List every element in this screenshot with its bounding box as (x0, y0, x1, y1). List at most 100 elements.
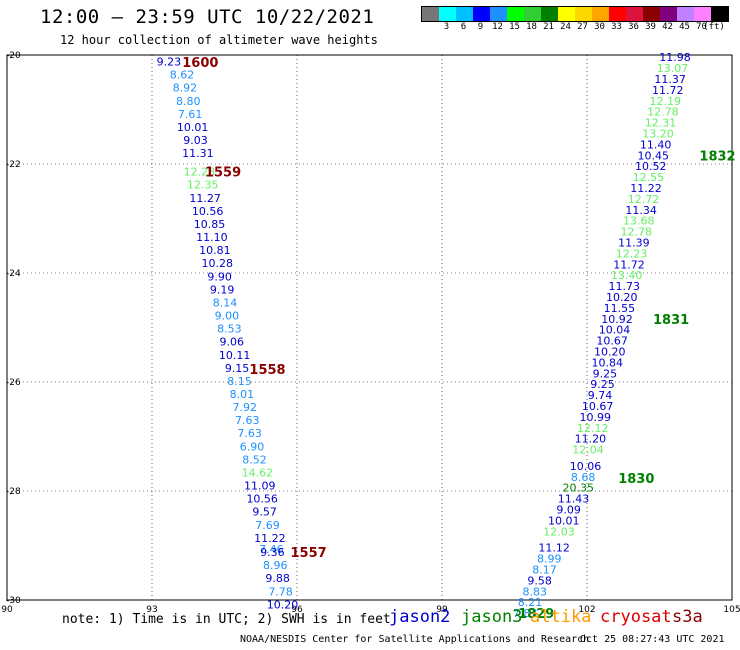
wave-height-value: 8.83 (523, 585, 548, 598)
wave-height-value: 10.01 (548, 514, 580, 527)
wave-height-value: 10.56 (192, 205, 224, 218)
wave-height-value: 11.09 (244, 480, 276, 493)
wave-height-value: 9.88 (265, 572, 290, 585)
wave-height-value: 10.56 (246, 493, 278, 506)
wave-height-value: 9.25 (590, 378, 615, 391)
wave-height-value: 8.52 (242, 453, 267, 466)
color-legend (421, 6, 729, 22)
legend-label: 30 (594, 22, 605, 32)
wave-height-value: 10.01 (177, 121, 209, 134)
wave-height-value: 8.14 (213, 296, 238, 309)
wave-height-value: 12.28 (184, 166, 216, 179)
wave-height-value: 11.22 (254, 532, 286, 545)
wave-height-value: 11.39 (618, 236, 650, 249)
wave-height-value: 12.35 (187, 179, 219, 192)
wave-height-value: 11.73 (608, 280, 640, 293)
legend-swatch (456, 7, 473, 21)
legend-label: 42 (662, 22, 673, 32)
wave-height-value: 12.72 (628, 193, 660, 206)
legend-swatch (558, 7, 575, 21)
wave-height-value: 9.03 (183, 134, 208, 147)
legend-label: 3 (443, 22, 450, 32)
wave-height-value: 12.19 (650, 95, 682, 108)
wave-height-value: 13.20 (642, 127, 674, 140)
lat-tick-label: -22 (6, 160, 21, 170)
wave-height-value: 10.81 (199, 244, 231, 257)
wave-height-value: 10.06 (570, 460, 602, 473)
wave-height-value: 8.99 (537, 553, 562, 566)
legend-label: 36 (628, 22, 639, 32)
wave-height-value: 8.62 (170, 69, 195, 82)
pass-time-label: 1832 (699, 149, 735, 164)
wave-height-value: 11.12 (538, 542, 570, 555)
wave-height-value: 9.58 (527, 574, 552, 587)
lat-tick-label: -28 (6, 487, 21, 497)
legend-swatch (643, 7, 660, 21)
wave-height-value: 10.20 (594, 345, 626, 358)
legend-swatch (626, 7, 643, 21)
wave-height-value: 10.20 (606, 291, 638, 304)
legend-swatch (439, 7, 456, 21)
legend-label: 45 (679, 22, 690, 32)
satellite-altika: altika (530, 607, 592, 627)
wave-height-value: 11.22 (630, 182, 662, 195)
wave-height-value: 11.72 (652, 84, 684, 97)
wave-height-value: 7.78 (268, 585, 293, 598)
wave-height-value: 8.17 (532, 563, 557, 576)
legend-label: 15 (509, 22, 520, 32)
legend-label: 24 (560, 22, 571, 32)
wave-height-value: 12.04 (572, 444, 604, 457)
legend-swatch (711, 7, 728, 21)
legend-label: 39 (645, 22, 656, 32)
pass-time-label: 1559 (205, 166, 241, 181)
lon-tick-label: 102 (578, 605, 595, 615)
wave-height-value: 7.92 (233, 401, 258, 414)
wave-height-value: 10.99 (579, 411, 611, 424)
wave-height-value: 9.09 (556, 504, 581, 517)
legend-unit: (ft) (703, 22, 725, 32)
wave-height-value: 10.67 (596, 335, 628, 348)
satellite-jason2: jason2 (389, 607, 451, 627)
lon-tick-label: 90 (1, 605, 13, 615)
wave-height-value: 9.25 (593, 367, 618, 380)
wave-height-value: 8.68 (571, 471, 596, 484)
wave-height-value: 8.53 (217, 323, 242, 336)
wave-height-value: 10.20 (267, 598, 299, 611)
wave-height-value: 9.23 (157, 56, 182, 69)
legend-swatch (609, 7, 626, 21)
wave-height-value: 8.15 (227, 375, 252, 388)
pass-time-label: 1558 (249, 363, 285, 378)
wave-height-value: 9.74 (588, 389, 613, 402)
wave-height-value: 10.45 (637, 149, 669, 162)
wave-height-value: 13.68 (623, 215, 655, 228)
wave-height-value: 10.52 (635, 160, 667, 173)
wave-height-value: 8.92 (173, 82, 198, 95)
lat-tick-label: -20 (6, 51, 21, 61)
wave-height-value: 9.36 (260, 546, 285, 559)
pass-time-label: 1600 (182, 56, 218, 71)
wave-height-value: 7.63 (237, 427, 262, 440)
wave-height-value: 7.46 (259, 543, 284, 556)
legend-swatch (473, 7, 490, 21)
legend-swatch (660, 7, 677, 21)
wave-height-value: 7.69 (255, 519, 280, 532)
legend-label: 12 (492, 22, 503, 32)
wave-height-value: 8.96 (263, 559, 288, 572)
wave-height-value: 11.98 (659, 51, 691, 64)
wave-height-value: 10.28 (202, 257, 234, 270)
page-title: 12:00 — 23:59 UTC 10/22/2021 (40, 6, 375, 28)
legend-swatch (575, 7, 592, 21)
legend-swatch (490, 7, 507, 21)
legend-swatch (422, 7, 439, 21)
satellite-jason3: jason3 (461, 607, 523, 627)
footer-note: note: 1) Time is in UTC; 2) SWH is in fe… (62, 612, 391, 627)
legend-label: 21 (543, 22, 554, 32)
wave-height-value: 8.21 (518, 596, 543, 609)
legend-label: 18 (526, 22, 537, 32)
legend-label: 70 (696, 22, 707, 32)
wave-height-value: 6.90 (240, 440, 265, 453)
pass-time-label: 1831 (653, 313, 689, 328)
wave-height-value: 11.27 (189, 192, 221, 205)
wave-height-value: 10.85 (194, 218, 226, 231)
